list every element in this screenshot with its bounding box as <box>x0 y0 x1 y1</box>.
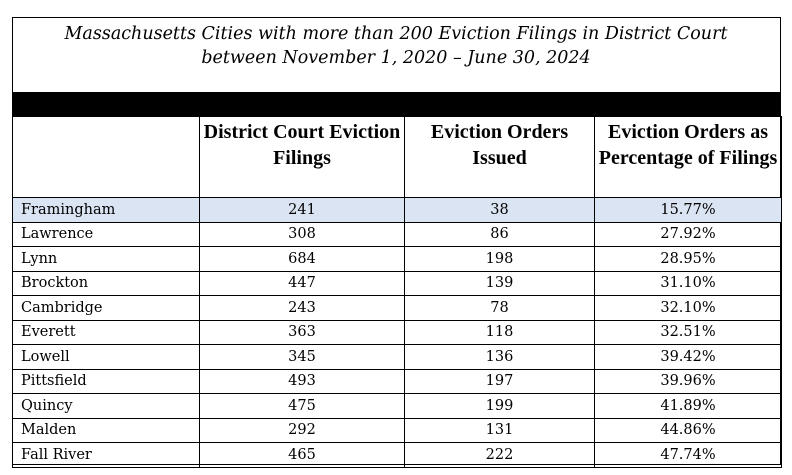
cell-city: Everett <box>12 319 200 345</box>
header-filings: District Court Eviction Filings <box>199 116 405 198</box>
cell-orders: 199 <box>404 393 595 419</box>
table-row: Pittsfield 493 197 39.96% <box>12 368 782 394</box>
cell-city: Malden <box>12 417 200 443</box>
table-row: Cambridge 243 78 32.10% <box>12 295 782 321</box>
title-line-1: Massachusetts Cities with more than 200 … <box>64 24 728 44</box>
cell-city: Brockton <box>12 270 200 296</box>
cell-orders: 38 <box>404 197 595 223</box>
cell-percentage: 39.96% <box>594 368 782 394</box>
table-header-row: District Court Eviction Filings Eviction… <box>12 116 782 198</box>
cell-percentage: 15.77% <box>594 197 782 223</box>
cell-orders: 136 <box>404 344 595 370</box>
cell-filings: 475 <box>199 393 405 419</box>
table-row: Lynn 684 198 28.95% <box>12 246 782 272</box>
cell-filings: 243 <box>199 295 405 321</box>
cell-orders: 222 <box>404 442 595 468</box>
cell-filings: 292 <box>199 417 405 443</box>
cell-percentage: 28.95% <box>594 246 782 272</box>
table-row: Fall River 465 222 47.74% <box>12 442 782 468</box>
cell-orders: 197 <box>404 368 595 394</box>
table-row: Framingham 241 38 15.77% <box>12 197 782 223</box>
cell-city: Lynn <box>12 246 200 272</box>
cell-orders: 118 <box>404 319 595 345</box>
eviction-table: District Court Eviction Filings Eviction… <box>12 116 782 468</box>
cell-filings: 493 <box>199 368 405 394</box>
cell-orders: 198 <box>404 246 595 272</box>
title-line-2: between November 1, 2020 – June 30, 2024 <box>201 48 591 68</box>
cell-percentage: 27.92% <box>594 221 782 247</box>
cell-city: Cambridge <box>12 295 200 321</box>
cell-city: Pittsfield <box>12 368 200 394</box>
cell-orders: 139 <box>404 270 595 296</box>
cell-orders: 86 <box>404 221 595 247</box>
cell-filings: 363 <box>199 319 405 345</box>
table-row: Lawrence 308 86 27.92% <box>12 221 782 247</box>
cell-percentage: 39.42% <box>594 344 782 370</box>
cell-filings: 241 <box>199 197 405 223</box>
header-percentage: Eviction Orders as Percentage of Filings <box>594 116 782 198</box>
cell-percentage: 44.86% <box>594 417 782 443</box>
table-title: Massachusetts Cities with more than 200 … <box>0 22 792 70</box>
cell-city: Lawrence <box>12 221 200 247</box>
cell-orders: 78 <box>404 295 595 321</box>
table-row: Quincy 475 199 41.89% <box>12 393 782 419</box>
cell-filings: 345 <box>199 344 405 370</box>
cell-filings: 684 <box>199 246 405 272</box>
cell-filings: 447 <box>199 270 405 296</box>
cell-orders: 131 <box>404 417 595 443</box>
header-city <box>12 116 200 198</box>
cell-percentage: 31.10% <box>594 270 782 296</box>
cell-percentage: 41.89% <box>594 393 782 419</box>
cell-percentage: 32.10% <box>594 295 782 321</box>
cell-percentage: 47.74% <box>594 442 782 468</box>
cell-percentage: 32.51% <box>594 319 782 345</box>
cell-city: Quincy <box>12 393 200 419</box>
table-row: Malden 292 131 44.86% <box>12 417 782 443</box>
black-header-bar <box>12 92 781 116</box>
header-orders: Eviction Orders Issued <box>404 116 595 198</box>
table-row: Brockton 447 139 31.10% <box>12 270 782 296</box>
table-row: Lowell 345 136 39.42% <box>12 344 782 370</box>
cell-filings: 465 <box>199 442 405 468</box>
cell-filings: 308 <box>199 221 405 247</box>
cell-city: Fall River <box>12 442 200 468</box>
cell-city: Framingham <box>12 197 200 223</box>
table-row: Everett 363 118 32.51% <box>12 319 782 345</box>
cell-city: Lowell <box>12 344 200 370</box>
